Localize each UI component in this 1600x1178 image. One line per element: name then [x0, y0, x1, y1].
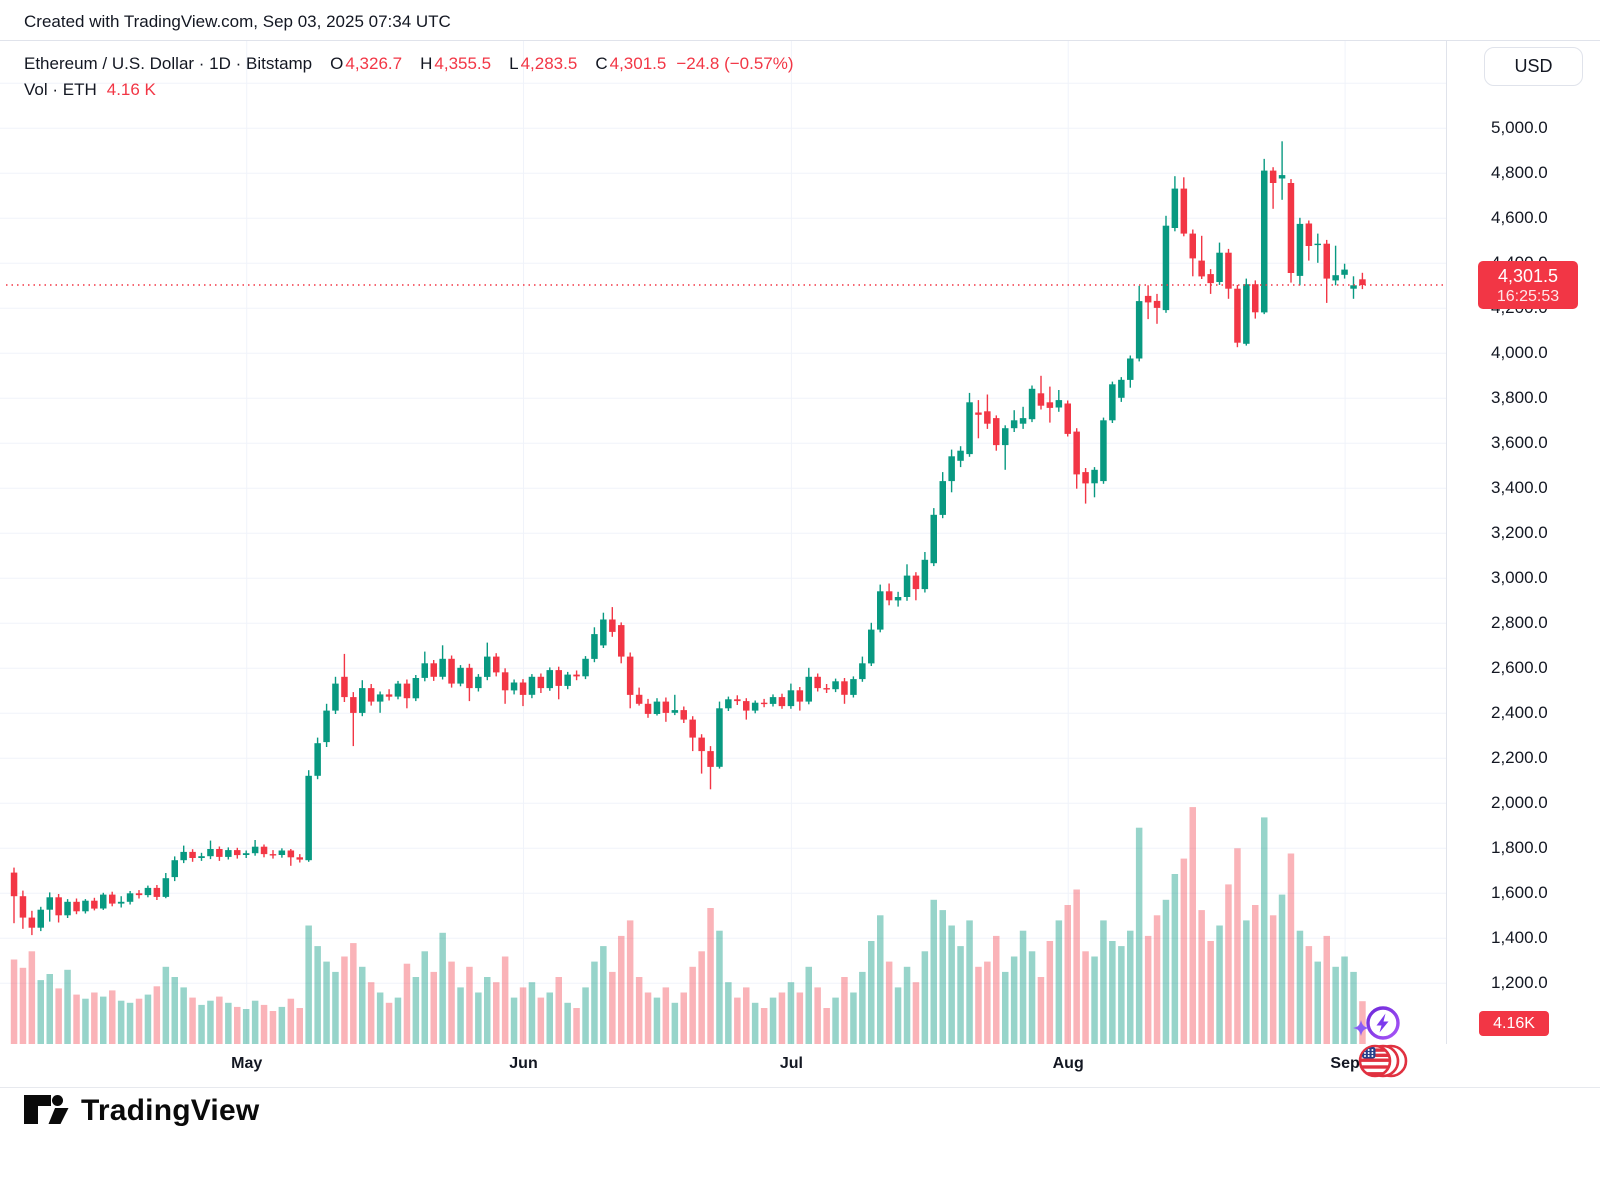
price-tick: 3,000.0 [1491, 568, 1548, 587]
price-tick: 2,200.0 [1491, 748, 1548, 767]
volume-axis-label: 4.16K [1479, 1011, 1549, 1036]
price-tick: 2,600.0 [1491, 658, 1548, 677]
change-value: −24.8 (−0.57%) [676, 54, 794, 73]
price-tick: 1,800.0 [1491, 838, 1548, 857]
price-tick: 3,400.0 [1491, 478, 1548, 497]
price-tick: 2,400.0 [1491, 703, 1548, 722]
price-tick: 1,600.0 [1491, 883, 1548, 902]
high-value: 4,355.5 [434, 54, 492, 73]
price-tick: 5,000.0 [1491, 118, 1548, 137]
tradingview-logo[interactable]: TradingView [24, 1094, 259, 1128]
chart-legend: Ethereum / U.S. Dollar · 1D · Bitstamp O… [24, 51, 794, 103]
price-tick: 3,800.0 [1491, 388, 1548, 407]
close-value: 4,301.5 [609, 54, 667, 73]
last-price-label: 4,301.5 16:25:53 [1478, 261, 1578, 309]
volume-bars [10, 807, 1366, 1044]
time-tick-aug: Aug [1052, 1055, 1084, 1072]
price-tick: 2,800.0 [1491, 613, 1548, 632]
price-tick: 3,600.0 [1491, 433, 1548, 452]
legend-volume-row: Vol · ETH 4.16 K [24, 77, 794, 103]
price-tick: 4,800.0 [1491, 163, 1548, 182]
chart-root: Ethereum / U.S. Dollar · 1D · Bitstamp O… [0, 40, 1600, 1088]
ohlc-close: C 4,301.5 [587, 54, 666, 74]
candlestick-chart [0, 41, 1446, 1044]
price-tick: 3,200.0 [1491, 523, 1548, 542]
volume-study-value: 4.16 K [106, 80, 156, 99]
price-tick: 4,000.0 [1491, 343, 1548, 362]
price-axis[interactable]: USD 5,000.04,800.04,600.04,400.04,200.04… [1446, 41, 1600, 1044]
volume-study-label[interactable]: Vol · ETH [24, 80, 97, 99]
attribution-text: Created with TradingView.com, Sep 03, 20… [24, 12, 451, 31]
time-gridlines [246, 41, 1346, 1044]
lightning-boost-icon[interactable] [1344, 997, 1406, 1053]
ohlc-open: O 4,326.7 [322, 54, 402, 74]
time-tick-jul: Jul [779, 1055, 803, 1072]
candles [10, 141, 1366, 936]
open-label: O [330, 54, 344, 73]
high-label: H [420, 54, 433, 73]
tradingview-wordmark: TradingView [81, 1094, 260, 1127]
time-axis[interactable]: May Jun Jul Aug Sep [0, 1044, 1600, 1088]
low-label: L [509, 54, 519, 73]
tradingview-glyph-icon [24, 1095, 69, 1124]
currency-usd-button[interactable]: USD [1484, 47, 1583, 86]
ohlc-high: H 4,355.5 [412, 54, 491, 74]
price-tick: 2,000.0 [1491, 793, 1548, 812]
close-label: C [595, 54, 608, 73]
symbol-title[interactable]: Ethereum / U.S. Dollar · 1D · Bitstamp [24, 54, 313, 73]
time-tick-may: May [231, 1055, 263, 1072]
price-gridlines [0, 82, 1446, 984]
low-value: 4,283.5 [520, 54, 578, 73]
price-tick: 4,600.0 [1491, 208, 1548, 227]
legend-symbol-row: Ethereum / U.S. Dollar · 1D · Bitstamp O… [24, 51, 794, 77]
time-tick-sep: Sep [1330, 1055, 1360, 1072]
ohlc-low: L 4,283.5 [501, 54, 577, 74]
coin-stack-icon[interactable] [1356, 1040, 1412, 1082]
open-value: 4,326.7 [345, 54, 403, 73]
price-tick: 1,200.0 [1491, 973, 1548, 992]
chart-pane[interactable] [0, 41, 1446, 1044]
last-price-value: 4,301.5 [1497, 265, 1559, 286]
bar-countdown: 16:25:53 [1496, 287, 1560, 305]
price-tick: 1,400.0 [1491, 928, 1548, 947]
time-tick-jun: Jun [509, 1055, 538, 1072]
